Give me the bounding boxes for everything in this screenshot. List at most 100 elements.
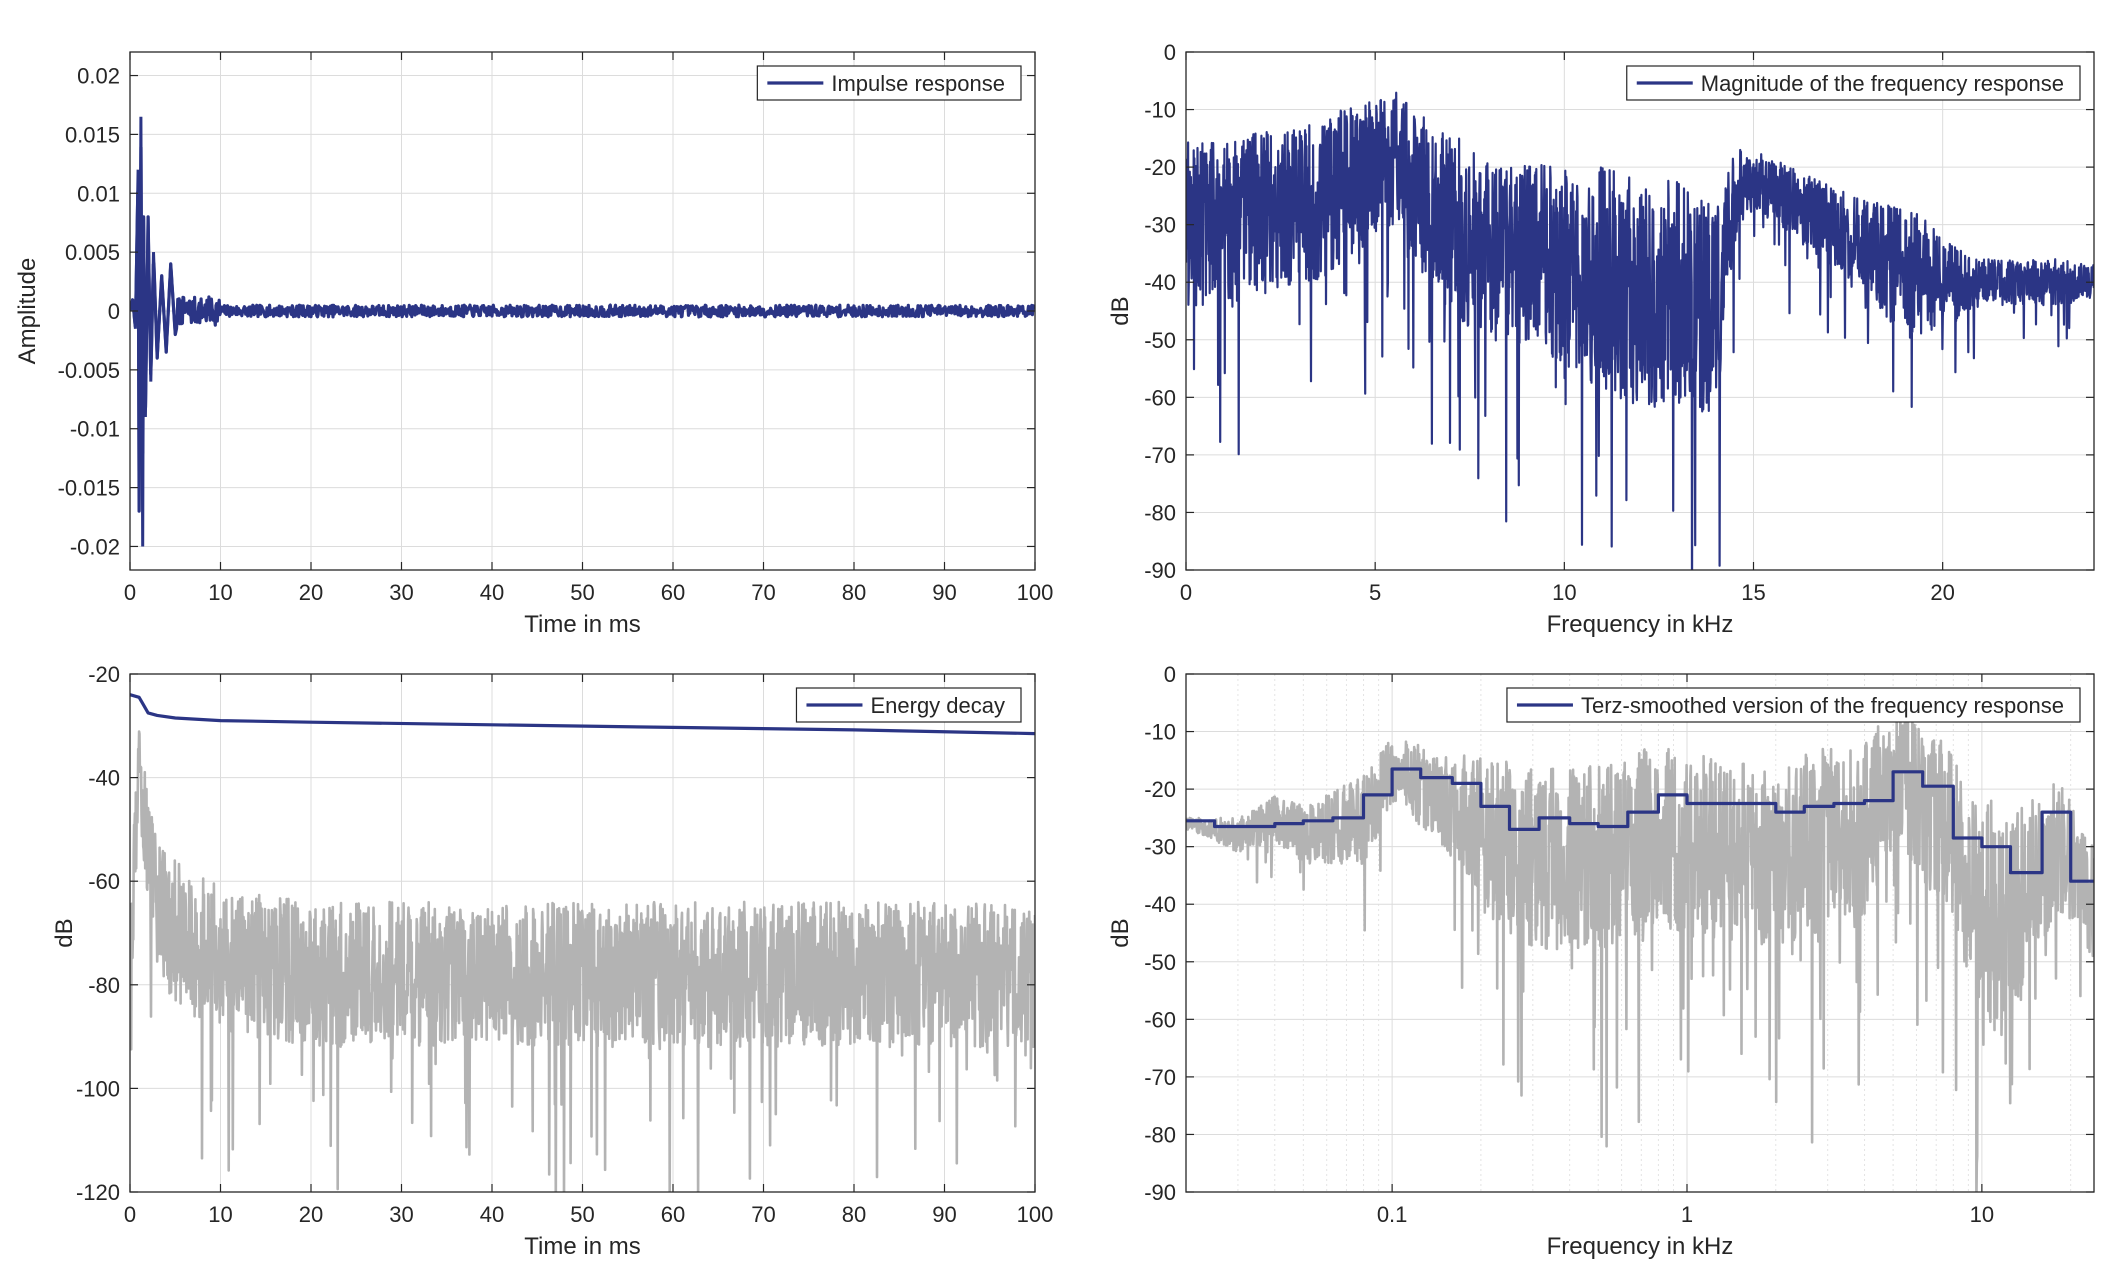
x-tick-label: 100 [1017,580,1054,605]
series-group [130,693,1035,1192]
series-line-primary [130,693,1035,736]
y-tick-label: -60 [1144,385,1176,410]
series-group [1186,703,2094,1192]
legend: Magnitude of the frequency response [1626,65,2081,101]
legend-label: Terz-smoothed version of the frequency r… [1581,693,2064,718]
x-tick-label: 10 [208,580,232,605]
y-tick-label: -60 [1144,1007,1176,1032]
series-group [1186,91,2094,570]
series-line-background [130,730,1035,1192]
y-tick-label: -60 [88,869,120,894]
y-tick-label: -40 [88,766,120,791]
x-tick-label: 10 [1970,1202,1994,1227]
y-axis-label: dB [1107,918,1134,947]
y-tick-label: 0.015 [65,122,120,147]
y-tick-label: -90 [1144,558,1176,583]
legend-label: Energy decay [870,693,1005,718]
x-tick-label: 60 [661,1202,685,1227]
x-tick-label: 80 [842,1202,866,1227]
y-tick-label: 0.01 [77,181,120,206]
y-tick-label: -40 [1144,270,1176,295]
y-axis-label: Amplitude [14,258,41,365]
x-tick-label: 0 [124,580,136,605]
y-tick-label: -20 [1144,777,1176,802]
y-tick-label: -0.01 [70,417,120,442]
y-tick-label: 0 [1164,662,1176,687]
x-tick-label: 70 [751,1202,775,1227]
x-tick-label: 50 [570,1202,594,1227]
y-tick-label: 0.02 [77,64,120,89]
legend: Impulse response [756,65,1022,101]
y-tick-label: -30 [1144,835,1176,860]
y-tick-label: -0.005 [58,358,120,383]
x-tick-label: 90 [932,1202,956,1227]
y-tick-label: -50 [1144,328,1176,353]
x-axis-label: Time in ms [524,1233,640,1260]
y-tick-label: -40 [1144,892,1176,917]
legend-box [1506,687,2081,723]
legend: Terz-smoothed version of the frequency r… [1506,687,2081,723]
x-tick-label: 0 [124,1202,136,1227]
x-tick-label: 90 [932,580,956,605]
x-tick-label: 20 [299,580,323,605]
x-tick-label: 15 [1741,580,1765,605]
x-axis-label: Frequency in kHz [1547,1233,1734,1260]
series-line-primary [130,145,1035,513]
series-line-primary [1186,91,2094,570]
y-tick-label: -70 [1144,443,1176,468]
series-line-primary [1186,767,2094,883]
y-tick-label: -100 [76,1076,120,1101]
y-tick-label: -0.015 [58,476,120,501]
y-tick-label: -10 [1144,98,1176,123]
y-tick-label: -90 [1144,1180,1176,1205]
y-axis-label: dB [51,918,78,947]
y-tick-label: -120 [76,1180,120,1205]
y-tick-label: -10 [1144,720,1176,745]
x-tick-label: 1 [1681,1202,1693,1227]
x-tick-label: 30 [389,1202,413,1227]
y-tick-label: -80 [1144,500,1176,525]
x-tick-label: 20 [299,1202,323,1227]
x-axis-label: Frequency in kHz [1547,611,1734,638]
x-tick-label: 20 [1930,580,1954,605]
axes-frame [1185,51,2095,571]
y-tick-label: -50 [1144,950,1176,975]
x-tick-label: 0.1 [1377,1202,1408,1227]
x-tick-label: 40 [480,1202,504,1227]
y-tick-label: 0.005 [65,240,120,265]
x-tick-label: 10 [208,1202,232,1227]
legend: Energy decay [795,687,1022,723]
y-tick-label: -70 [1144,1065,1176,1090]
x-tick-label: 100 [1017,1202,1054,1227]
y-tick-label: 0 [108,299,120,324]
legend-label: Impulse response [831,71,1005,96]
x-tick-label: 80 [842,580,866,605]
x-tick-label: 10 [1552,580,1576,605]
y-axis-label: dB [1107,296,1134,325]
y-tick-label: -20 [88,662,120,687]
series-group [130,116,1035,547]
legend-label: Magnitude of the frequency response [1701,71,2064,96]
impulse-response-chart: 0 10 20 30 40 50 60 70 80 90 100 0.02 0.015 0.01 0.005… [14,51,1054,638]
y-tick-label: -20 [1144,155,1176,180]
x-tick-label: 70 [751,580,775,605]
x-tick-label: 30 [389,580,413,605]
x-tick-label: 50 [570,580,594,605]
y-tick-label: -30 [1144,213,1176,238]
legend-box [1626,65,2081,101]
y-tick-label: 0 [1164,40,1176,65]
y-tick-label: -80 [88,973,120,998]
x-tick-label: 60 [661,580,685,605]
terz-smoothed-chart: 0.1 1 10 0 -10 -20 -30 -40 -50 -60 -70 -80 -90 Freque… [1107,662,2095,1260]
series-line-background [1186,703,2094,1192]
axes-frame [1185,673,2095,1193]
x-axis-label: Time in ms [524,611,640,638]
magnitude-response-chart: 0 5 10 15 20 0 -10 -20 -30 -40 -50 -60 -70 -80 -90 Freq… [1107,40,2095,638]
energy-decay-chart: 0 10 20 30 40 50 60 70 80 90 100 -20 -40 -60 -80 -100 -1… [51,662,1053,1260]
y-tick-label: -80 [1144,1122,1176,1147]
x-tick-label: 0 [1180,580,1192,605]
y-tick-label: -0.02 [70,534,120,559]
x-tick-label: 5 [1369,580,1381,605]
x-tick-label: 40 [480,580,504,605]
